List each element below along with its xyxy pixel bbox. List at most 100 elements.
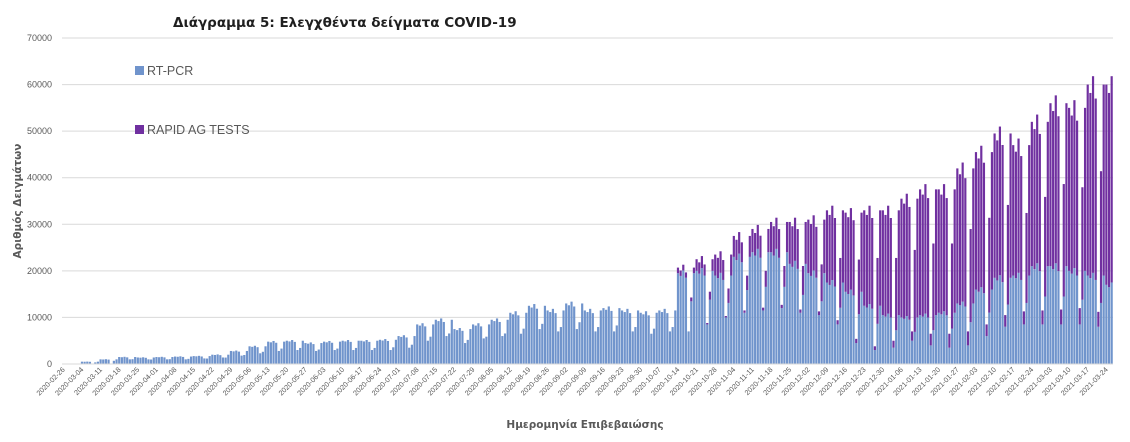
bar-rapid-ag [950,243,954,329]
bar-rt-pcr [392,347,395,364]
bar-rt-pcr [487,324,491,364]
bar-rt-pcr [655,312,658,364]
bar-rt-pcr [887,313,890,364]
bar-rt-pcr [666,313,669,364]
bar-rt-pcr [863,305,866,364]
bar-rt-pcr [770,252,773,364]
bar-rapid-ag [889,217,892,318]
bar-rapid-ag [756,224,759,249]
bar-rapid-ag [1068,107,1071,271]
bar-rapid-ag [1070,115,1073,274]
bar-rt-pcr [259,353,262,364]
bar-rapid-ag [754,232,757,256]
bar-rapid-ag [1049,103,1052,267]
bar-rt-pcr [538,329,541,364]
legend-swatch-rt-pcr [135,66,144,75]
bar-rt-pcr [1057,271,1060,364]
bar-rt-pcr [873,350,876,364]
bar-rt-pcr [623,312,626,364]
bar-rt-pcr [958,305,962,364]
chart-title: Διάγραμμα 5: Ελεγχθέντα δείγματα COVID-1… [173,15,517,31]
bar-rt-pcr [698,273,701,364]
bar-rt-pcr [636,310,640,364]
bar-rt-pcr [801,294,805,364]
bar-rt-pcr [370,350,374,364]
bar-rt-pcr [1105,284,1108,364]
bar-rapid-ag [1062,184,1065,297]
bar-rapid-ag [751,228,754,253]
bar-rt-pcr [219,355,222,364]
bar-rt-pcr [783,286,786,364]
bar-rt-pcr [261,351,264,364]
bar-rt-pcr [730,275,733,364]
bar-rapid-ag [1046,121,1049,267]
bar-rt-pcr [900,317,903,364]
bar-rt-pcr [320,343,323,364]
bar-rapid-ag [972,168,975,304]
bar-rt-pcr [690,301,693,364]
bar-rt-pcr [80,361,84,364]
bar-rapid-ag [676,267,680,274]
bar-rapid-ag [897,210,900,316]
bar-rt-pcr [253,345,256,364]
bar-rt-pcr [315,350,318,364]
y-tick-label: 30000 [27,219,52,229]
bar-rapid-ag [879,210,882,306]
bar-rapid-ag [738,232,741,254]
bar-rt-pcr [762,310,765,364]
bar-rt-pcr [229,350,233,364]
bar-rt-pcr [535,308,539,364]
bar-rt-pcr [575,329,578,364]
bar-rapid-ag [823,219,826,274]
bar-rt-pcr [581,303,584,364]
bar-rt-pcr [668,331,672,364]
bar-rt-pcr [990,289,994,364]
bar-rapid-ag [871,217,874,309]
bar-rapid-ag [1105,84,1108,285]
bar-rt-pcr [179,356,182,364]
bar-rt-pcr [224,357,227,364]
bar-rt-pcr [112,360,115,364]
bar-rt-pcr [232,351,235,364]
bar-rt-pcr [716,278,719,364]
bar-rt-pcr [844,291,847,364]
bar-rt-pcr [647,315,650,364]
bar-rt-pcr [426,340,429,364]
bar-rt-pcr [187,358,190,364]
bar-rt-pcr [743,312,746,364]
bar-rapid-ag [767,228,770,253]
bar-rt-pcr [934,315,938,364]
bar-rt-pcr [102,359,105,364]
bar-rt-pcr [1052,269,1055,364]
legend-label-rt-pcr: RT-PCR [147,64,193,78]
bar-rt-pcr [977,291,980,364]
bar-rt-pcr [828,284,831,364]
bar-rt-pcr [432,324,435,364]
bar-rt-pcr [974,289,978,364]
bar-rt-pcr [471,324,475,364]
bar-rapid-ag [905,193,908,317]
bar-rt-pcr [450,319,453,364]
bar-rapid-ag [796,229,799,269]
bar-rt-pcr [360,340,363,364]
bar-rt-pcr [815,277,818,364]
bar-rt-pcr [533,304,536,364]
bar-rt-pcr [1094,279,1097,364]
bar-rapid-ag [900,198,903,318]
bar-rt-pcr [203,358,206,364]
bar-rapid-ag [1009,133,1012,278]
bar-rapid-ag [844,212,847,292]
bar-rapid-ag [1012,145,1015,276]
bar-rapid-ag [793,217,797,261]
bar-rt-pcr [849,289,853,364]
bar-rt-pcr [94,362,97,364]
bar-rt-pcr [602,308,605,364]
bar-rapid-ag [887,205,890,314]
bar-rt-pcr [216,354,219,364]
bar-rt-pcr [213,354,217,364]
bar-rt-pcr [897,315,900,364]
bar-rt-pcr [924,313,927,364]
bar-rt-pcr [1033,269,1036,364]
bar-rt-pcr [333,350,336,364]
y-axis-ticks: 0 10000 20000 30000 40000 50000 60000 70000 [27,33,52,369]
